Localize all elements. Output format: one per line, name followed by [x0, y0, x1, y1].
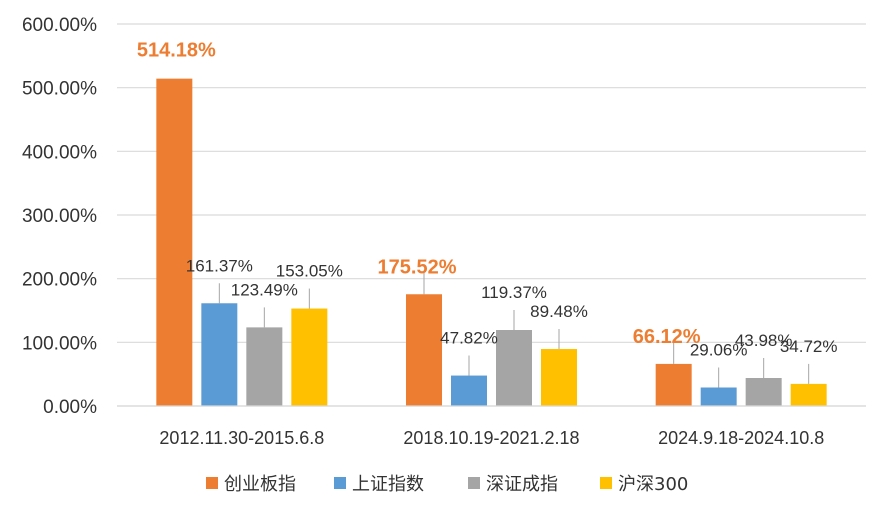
data-label: 153.05% — [276, 262, 343, 281]
data-label: 34.72% — [780, 337, 838, 356]
y-tick-label: 300.00% — [22, 206, 97, 227]
x-tick-label: 2012.11.30-2015.6.8 — [159, 428, 324, 448]
bar — [246, 327, 283, 406]
bar — [451, 375, 487, 406]
legend-label: 上证指数 — [352, 474, 424, 495]
bar — [745, 377, 782, 406]
data-labels: 514.18% 161.37% 123.49%153.05% 175.52% 47.82… — [137, 40, 838, 388]
data-label: 175.52% — [378, 256, 457, 278]
legend: 创业板指 上证指数 深证成指 沪深300 — [206, 474, 688, 495]
y-axis: 0.00% 100.00% 200.00% 300.00% 400.00% 500.00%… — [22, 15, 97, 418]
data-label: 29.06% — [690, 340, 748, 359]
legend-swatch — [468, 477, 480, 489]
legend-swatch — [206, 477, 218, 489]
data-label: 514.18% — [137, 40, 216, 62]
bar — [496, 330, 532, 406]
y-tick-label: 0.00% — [43, 397, 97, 418]
x-axis: 2012.11.30-2015.6.8 2018.10.19-2021.2.18 2… — [117, 405, 866, 448]
data-label: 47.82% — [440, 329, 498, 348]
bar — [541, 349, 577, 406]
bar — [156, 78, 193, 406]
legend-item: 创业板指 — [206, 474, 296, 495]
y-tick-label: 200.00% — [22, 270, 97, 291]
legend-item: 深证成指 — [468, 474, 558, 495]
legend-swatch — [334, 477, 346, 489]
bar — [655, 363, 692, 406]
legend-label: 深证成指 — [486, 474, 558, 495]
legend-swatch — [600, 477, 612, 489]
legend-label: 创业板指 — [224, 474, 296, 495]
bar — [700, 387, 737, 406]
bars — [156, 78, 827, 406]
x-tick-label: 2018.10.19-2021.2.18 — [403, 428, 579, 448]
legend-item: 上证指数 — [334, 474, 424, 495]
data-label: 89.48% — [530, 302, 588, 321]
data-label: 161.37% — [186, 256, 253, 275]
y-tick-label: 500.00% — [22, 79, 97, 100]
legend-label: 沪深300 — [618, 474, 688, 495]
legend-item: 沪深300 — [600, 474, 688, 495]
data-label: 119.37% — [481, 283, 547, 302]
bar — [790, 383, 827, 406]
data-label: 43.98% — [735, 331, 793, 350]
bar — [406, 294, 442, 406]
bar — [291, 308, 328, 406]
y-tick-label: 600.00% — [22, 15, 97, 36]
data-label: 66.12% — [633, 326, 701, 348]
x-tick-label: 2024.9.18-2024.10.8 — [658, 428, 824, 448]
bar — [201, 303, 238, 406]
gridlines — [117, 23, 866, 407]
y-tick-label: 400.00% — [22, 142, 97, 163]
y-tick-label: 100.00% — [22, 333, 97, 354]
data-label: 123.49% — [231, 280, 298, 299]
